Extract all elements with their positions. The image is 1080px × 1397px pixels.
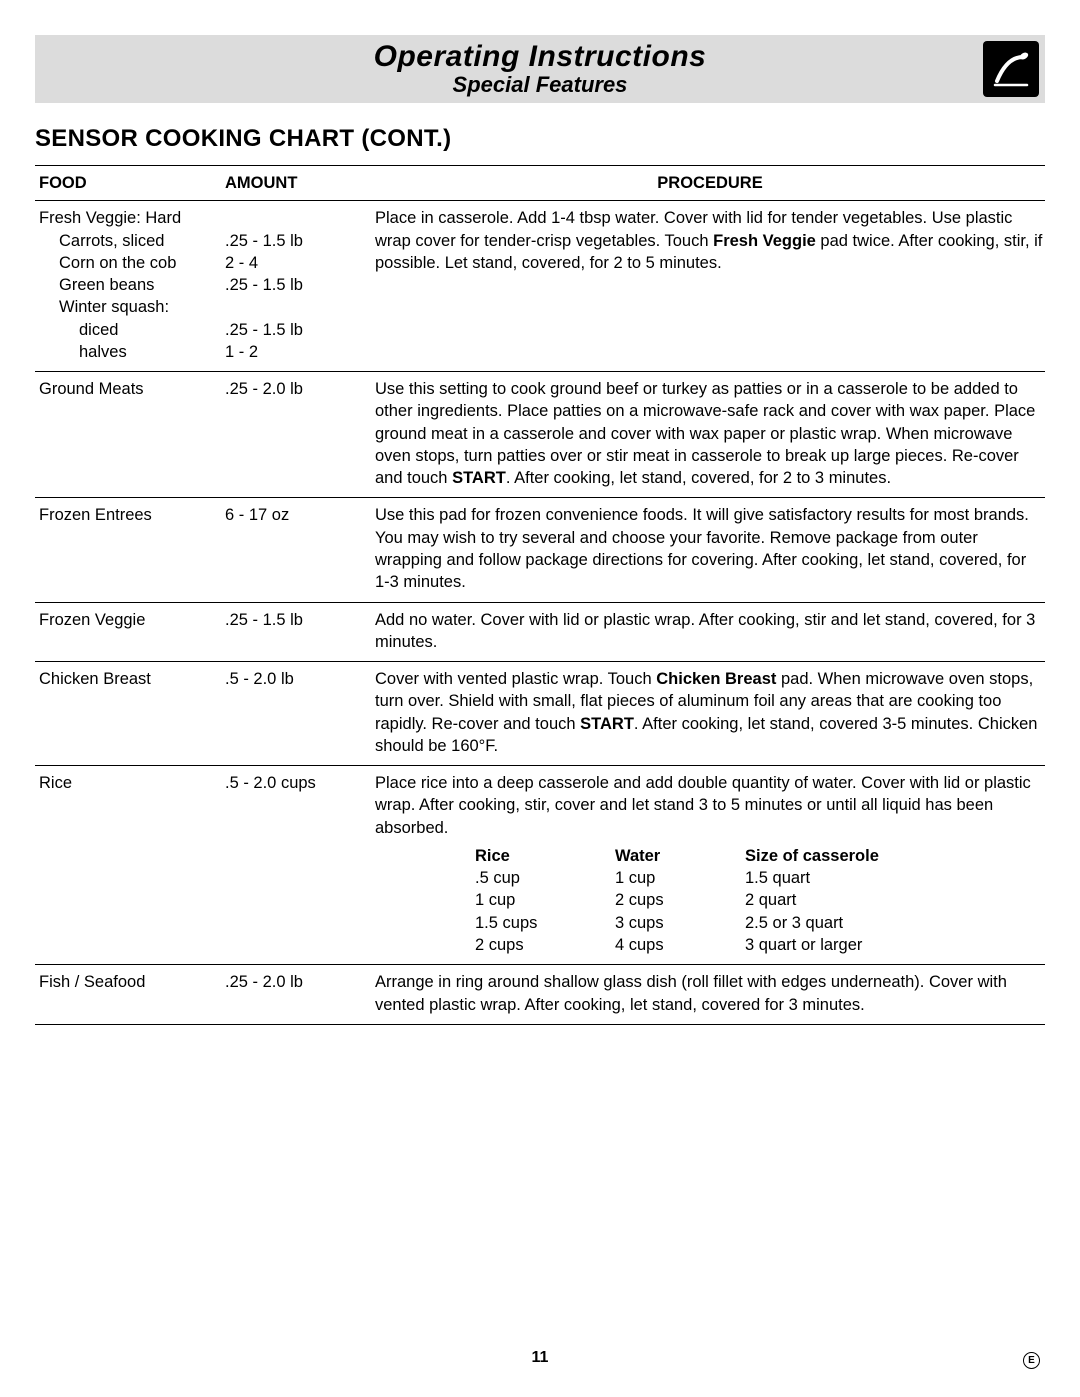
amount-cell: 6 - 17 oz (225, 504, 375, 593)
food-line: Carrots, sliced (39, 230, 225, 252)
table-row: Chicken Breast .5 - 2.0 lb Cover with ve… (35, 661, 1045, 765)
header-titles: Operating Instructions Special Features (374, 40, 707, 98)
rice-cell: 1.5 quart (745, 867, 985, 889)
manual-page: Operating Instructions Special Features … (0, 0, 1080, 1025)
header-banner: Operating Instructions Special Features (35, 35, 1045, 103)
food-cell: Frozen Entrees (35, 504, 225, 593)
rice-cell: 1.5 cups (475, 912, 615, 934)
food-line: diced (39, 319, 225, 341)
amount-line: .25 - 1.5 lb (225, 230, 375, 252)
amount-cell: .25 - 1.5 lb (225, 609, 375, 654)
procedure-text: . After cooking, let stand, covered, for… (506, 469, 891, 487)
food-cell: Ground Meats (35, 378, 225, 489)
header-title: Operating Instructions (374, 40, 707, 74)
amount-cell: .25 - 2.0 lb (225, 378, 375, 489)
food-cell: Fresh Veggie: Hard Carrots, sliced Corn … (35, 207, 225, 363)
table-row: Frozen Veggie .25 - 1.5 lb Add no water.… (35, 602, 1045, 662)
table-row: Fresh Veggie: Hard Carrots, sliced Corn … (35, 200, 1045, 371)
amount-cell: .5 - 2.0 cups (225, 772, 375, 956)
food-line: Winter squash: (39, 296, 225, 318)
rice-cell: 1 cup (475, 889, 615, 911)
e-mark-icon: E (1023, 1352, 1040, 1369)
food-cell: Chicken Breast (35, 668, 225, 757)
rice-cell: .5 cup (475, 867, 615, 889)
page-number: 11 (0, 1349, 1080, 1367)
rice-cell: 2 cups (475, 934, 615, 956)
rice-col-header: Water (615, 845, 745, 867)
amount-line: .25 - 1.5 lb (225, 319, 375, 341)
procedure-bold: START (452, 469, 506, 487)
amount-cell: .25 - 1.5 lb 2 - 4 .25 - 1.5 lb .25 - 1.… (225, 207, 375, 363)
rice-cell: 4 cups (615, 934, 745, 956)
procedure-cell: Place in casserole. Add 1-4 tbsp water. … (375, 207, 1045, 363)
food-line: Green beans (39, 274, 225, 296)
amount-cell: .25 - 2.0 lb (225, 971, 375, 1016)
procedure-cell: Place rice into a deep casserole and add… (375, 772, 1045, 956)
food-line: halves (39, 341, 225, 363)
amount-line: .25 - 1.5 lb (225, 274, 375, 296)
section-title: SENSOR COOKING CHART (CONT.) (35, 125, 1045, 153)
amount-cell: .5 - 2.0 lb (225, 668, 375, 757)
food-line: Corn on the cob (39, 252, 225, 274)
procedure-text: Cover with vented plastic wrap. Touch (375, 670, 656, 688)
food-line: Fresh Veggie: Hard (39, 207, 225, 229)
procedure-cell: Arrange in ring around shallow glass dis… (375, 971, 1045, 1016)
procedure-cell: Add no water. Cover with lid or plastic … (375, 609, 1045, 654)
rice-cell: 1 cup (615, 867, 745, 889)
sensor-icon (983, 41, 1039, 97)
table-row: Ground Meats .25 - 2.0 lb Use this setti… (35, 371, 1045, 497)
table-row: Fish / Seafood .25 - 2.0 lb Arrange in r… (35, 964, 1045, 1025)
procedure-cell: Use this setting to cook ground beef or … (375, 378, 1045, 489)
sensor-cooking-chart: FOOD AMOUNT PROCEDURE Fresh Veggie: Hard… (35, 165, 1045, 1025)
table-row: Rice .5 - 2.0 cups Place rice into a dee… (35, 765, 1045, 964)
procedure-cell: Cover with vented plastic wrap. Touch Ch… (375, 668, 1045, 757)
rice-cell: 3 quart or larger (745, 934, 985, 956)
food-cell: Frozen Veggie (35, 609, 225, 654)
rice-col-header: Size of casserole (745, 845, 985, 867)
food-cell: Fish / Seafood (35, 971, 225, 1016)
table-row: Frozen Entrees 6 - 17 oz Use this pad fo… (35, 497, 1045, 601)
rice-sub-table: Rice Water Size of casserole .5 cup 1 cu… (475, 845, 1045, 956)
rice-cell: 3 cups (615, 912, 745, 934)
procedure-bold: START (580, 715, 634, 733)
rice-col-header: Rice (475, 845, 615, 867)
food-cell: Rice (35, 772, 225, 956)
chart-header-row: FOOD AMOUNT PROCEDURE (35, 165, 1045, 200)
procedure-cell: Use this pad for frozen convenience food… (375, 504, 1045, 593)
procedure-bold: Chicken Breast (656, 670, 776, 688)
col-header-food: FOOD (35, 172, 225, 194)
rice-cell: 2 cups (615, 889, 745, 911)
amount-line: 2 - 4 (225, 252, 375, 274)
header-subtitle: Special Features (374, 72, 707, 98)
procedure-text: Place rice into a deep casserole and add… (375, 772, 1045, 839)
rice-cell: 2 quart (745, 889, 985, 911)
amount-line: 1 - 2 (225, 341, 375, 363)
col-header-amount: AMOUNT (225, 172, 375, 194)
amount-line (225, 207, 375, 229)
col-header-procedure: PROCEDURE (375, 172, 1045, 194)
procedure-bold: Fresh Veggie (713, 232, 816, 250)
amount-line (225, 296, 375, 318)
rice-cell: 2.5 or 3 quart (745, 912, 985, 934)
